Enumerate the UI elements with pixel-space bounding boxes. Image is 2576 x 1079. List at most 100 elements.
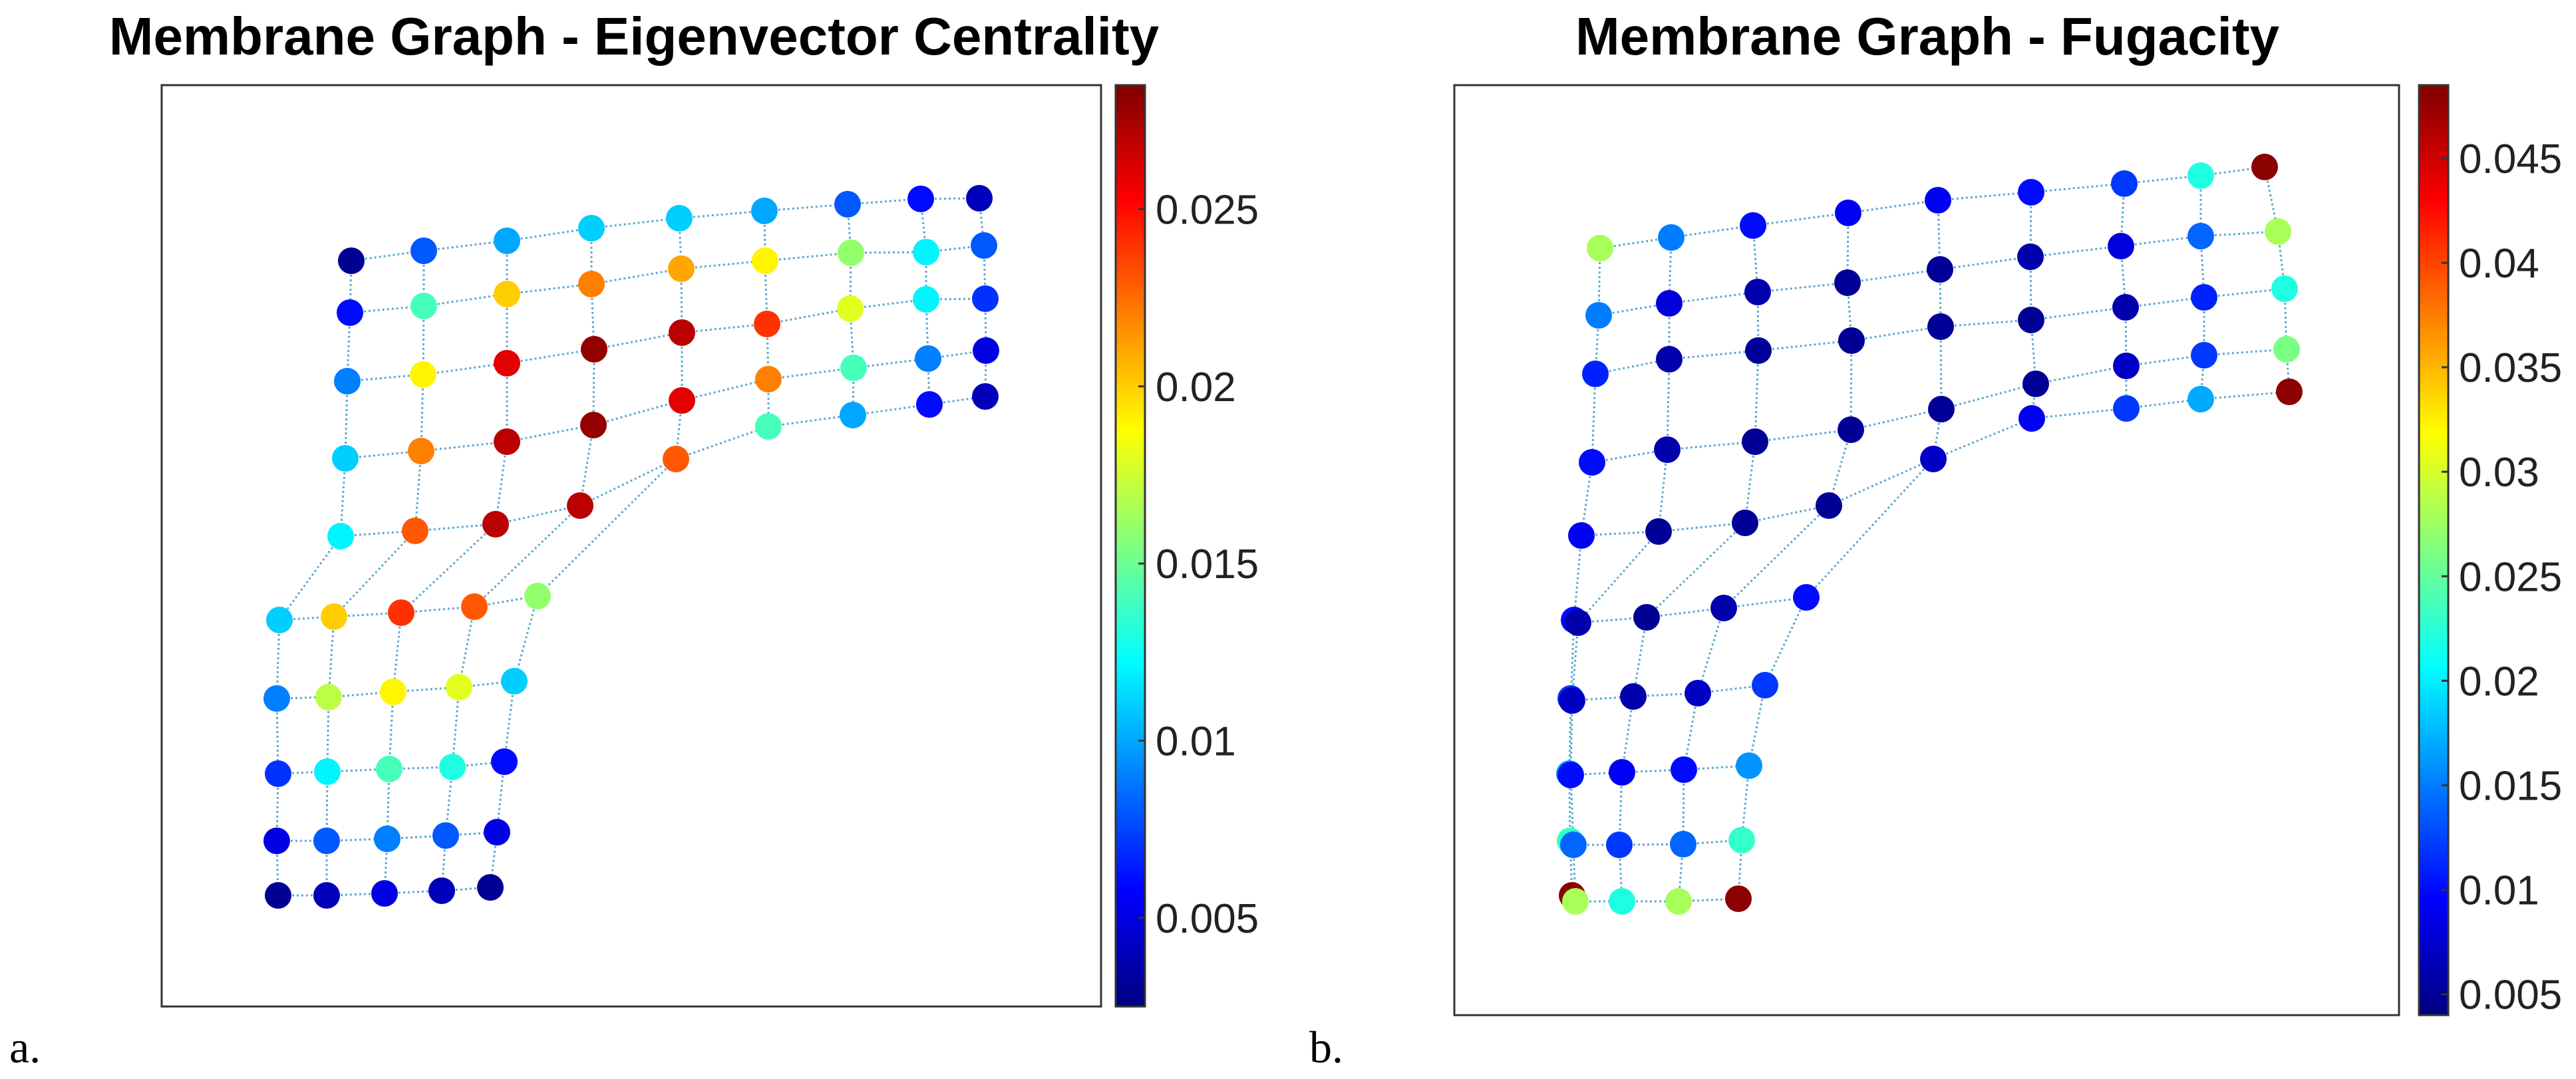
graph-node <box>973 337 999 364</box>
graph-node <box>1740 212 1766 239</box>
graph-edge <box>1669 291 1758 305</box>
graph-edge <box>506 227 592 242</box>
graph-node <box>494 281 520 307</box>
graph-node <box>388 599 414 626</box>
graph-edge <box>681 323 768 334</box>
graph-node <box>2018 179 2044 206</box>
graph-node <box>1745 337 1772 364</box>
graph-node <box>337 299 363 326</box>
graph-node <box>1838 416 1864 443</box>
graph-node <box>338 247 365 274</box>
graph-edge <box>2124 174 2201 185</box>
graph-node <box>1793 584 1820 611</box>
graph-edge <box>2030 245 2122 258</box>
graph-node <box>840 355 867 381</box>
panel-a-title: Membrane Graph - Eigenvector Centrality <box>109 7 1160 66</box>
graph-node <box>1658 224 1685 251</box>
graph-edge <box>441 886 491 892</box>
graph-node <box>751 198 778 224</box>
graph-node <box>2108 233 2134 259</box>
graph-node <box>567 492 593 519</box>
graph-node <box>1559 687 1585 714</box>
graph-edge <box>339 458 347 537</box>
graph-edge <box>850 251 927 254</box>
colorbar-tick-label: 0.005 <box>2459 973 2562 1018</box>
graph-node <box>669 319 695 346</box>
graph-edge <box>1851 325 1941 342</box>
graph-node <box>2018 405 2045 432</box>
graph-node <box>461 593 488 620</box>
graph-edge <box>1754 350 1760 442</box>
graph-node <box>838 239 864 266</box>
graph-node <box>327 523 354 549</box>
graph-node <box>1557 762 1584 788</box>
graph-edge <box>1591 448 1668 464</box>
graph-node <box>1728 827 1755 853</box>
graph-node <box>1752 672 1778 698</box>
graph-edge <box>1571 622 1579 701</box>
graph-edge <box>764 251 852 262</box>
panel-a-colorbar-frame <box>1114 84 1146 1008</box>
graph-edge <box>278 536 342 621</box>
graph-edge <box>852 367 855 416</box>
graph-node <box>1560 832 1587 858</box>
panel-a: Membrane Graph - Eigenvector Centrality … <box>9 7 1259 1072</box>
graph-edge <box>681 259 766 270</box>
graph-edge <box>344 381 349 459</box>
graph-node <box>410 237 437 264</box>
graph-node <box>408 438 434 464</box>
graph-edge <box>681 378 769 402</box>
graph-node <box>752 247 778 274</box>
graph-node <box>972 285 999 312</box>
graph-node <box>2276 379 2303 405</box>
graph-node <box>1710 595 1737 621</box>
graph-edge <box>420 440 508 452</box>
colorbar-tick-label: 0.015 <box>1156 541 1259 587</box>
colorbar-tick-label: 0.01 <box>2459 868 2539 914</box>
graph-node <box>2251 154 2278 180</box>
graph-edge <box>1757 281 1848 293</box>
graph-edge <box>1752 212 1849 227</box>
graph-edge <box>579 458 677 507</box>
graph-node <box>2271 275 2298 302</box>
graph-node <box>402 518 428 544</box>
graph-node <box>1671 756 1697 783</box>
colorbar-tick-label: 0.025 <box>1156 187 1259 233</box>
graph-edge <box>414 450 422 532</box>
graph-edge <box>1754 428 1852 443</box>
graph-node <box>265 760 291 787</box>
graph-node <box>913 239 939 265</box>
panel-b: Membrane Graph - Fugacity 0.005 0.01 0.015… <box>1309 7 2562 1072</box>
graph-node <box>966 185 993 212</box>
graph-node <box>2187 162 2214 189</box>
graph-edge <box>2126 398 2201 410</box>
graph-node <box>907 186 934 212</box>
colorbar-tick-label: 0.02 <box>2459 659 2539 704</box>
graph-edge <box>506 348 595 365</box>
graph-node <box>1736 752 1762 779</box>
graph-edge <box>1577 531 1660 623</box>
graph-node <box>1582 361 1609 387</box>
graph-node <box>1656 346 1683 373</box>
graph-edge <box>1645 522 1746 619</box>
graph-edge <box>275 698 279 774</box>
graph-node <box>446 674 472 700</box>
graph-node <box>580 412 607 438</box>
graph-node <box>428 877 455 904</box>
graph-node <box>1744 279 1771 305</box>
graph-edge <box>347 373 424 383</box>
graph-node <box>668 255 695 282</box>
graph-node <box>2017 243 2044 270</box>
graph-node <box>2191 284 2217 311</box>
graph-edge <box>1850 408 1942 431</box>
panel-b-nodes <box>1556 154 2303 915</box>
graph-node <box>1565 609 1591 636</box>
graph-node <box>2265 218 2291 245</box>
colorbar-tick-label: 0.02 <box>1156 365 1236 410</box>
graph-node <box>1834 269 1861 296</box>
graph-node <box>380 679 406 705</box>
graph-edge <box>1621 696 1635 773</box>
graph-node <box>265 882 291 909</box>
graph-node <box>1609 888 1635 915</box>
graph-node <box>266 607 293 633</box>
